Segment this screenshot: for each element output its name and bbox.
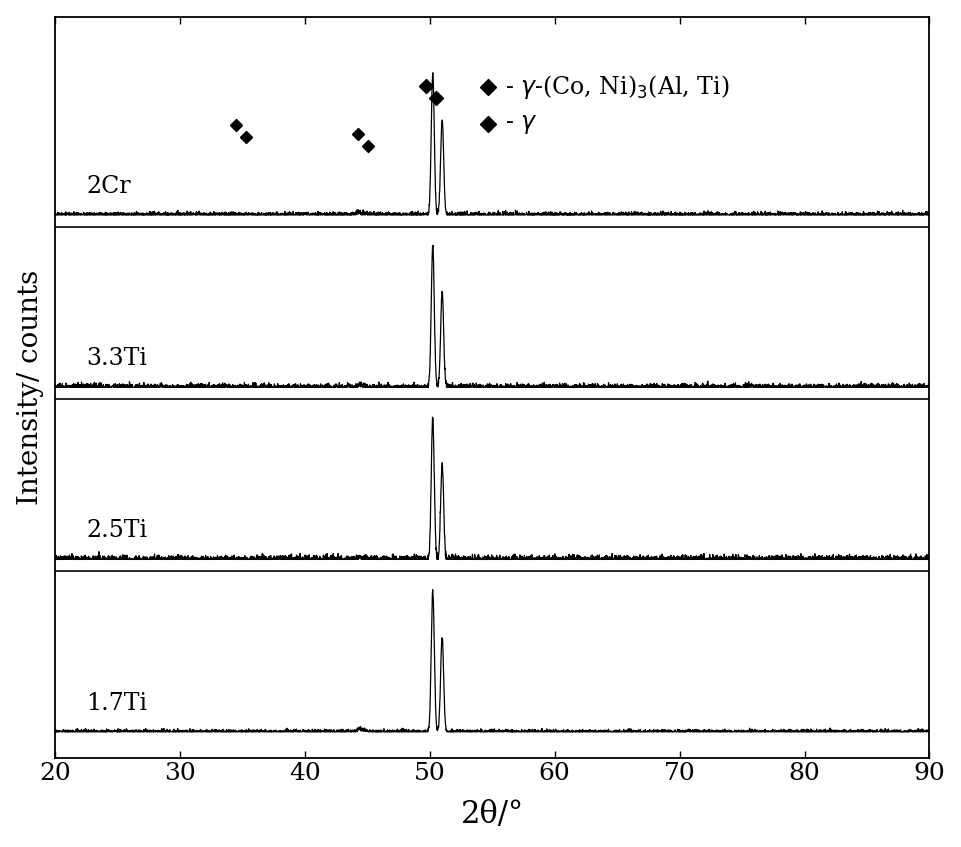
X-axis label: 2θ/°: 2θ/° xyxy=(460,800,523,830)
Text: - $\mathit{\gamma}$: - $\mathit{\gamma}$ xyxy=(505,113,537,136)
Text: 2.5Ti: 2.5Ti xyxy=(86,519,147,542)
Text: - $\mathit{\gamma}$-(Co, Ni)$_3$(Al, Ti): - $\mathit{\gamma}$-(Co, Ni)$_3$(Al, Ti) xyxy=(505,73,729,101)
Text: 2Cr: 2Cr xyxy=(86,174,131,197)
Y-axis label: Intensity/ counts: Intensity/ counts xyxy=(16,269,43,505)
Text: 3.3Ti: 3.3Ti xyxy=(86,347,147,370)
Text: 1.7Ti: 1.7Ti xyxy=(86,691,147,715)
